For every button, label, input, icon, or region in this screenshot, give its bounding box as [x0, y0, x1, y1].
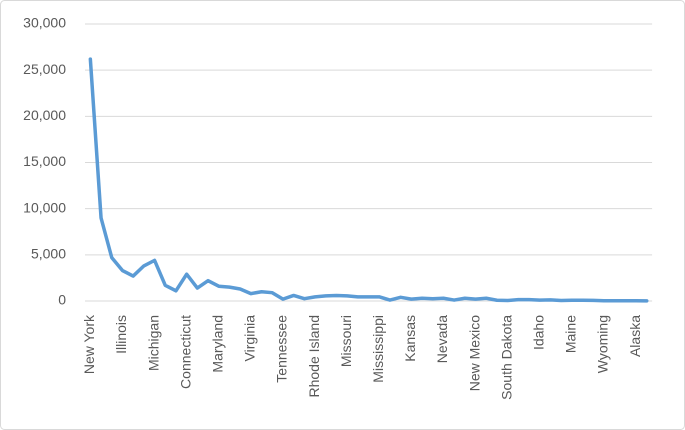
x-tick-label: Michigan	[145, 315, 161, 371]
x-tick-label: Nevada	[434, 315, 450, 363]
x-tick-label: Maryland	[209, 315, 225, 373]
x-tick-label: Illinois	[113, 315, 129, 354]
y-tick-label: 30,000	[23, 15, 66, 31]
y-tick-label: 15,000	[23, 153, 66, 169]
x-tick-label: New York	[81, 314, 97, 374]
data-line	[88, 57, 649, 303]
x-tick-label: Connecticut	[177, 315, 193, 389]
y-tick-label: 10,000	[23, 199, 66, 215]
x-tick-label: Kansas	[402, 315, 418, 362]
x-tick-label: New Mexico	[466, 315, 482, 391]
y-tick-label: 5,000	[31, 246, 66, 262]
x-tick-label: Tennessee	[274, 315, 290, 383]
x-tick-label: South Dakota	[498, 315, 514, 400]
x-tick-label: Idaho	[530, 315, 546, 350]
x-tick-label: Wyoming	[595, 315, 611, 373]
y-tick-label: 0	[58, 292, 66, 308]
x-tick-label: Alaska	[627, 315, 643, 357]
y-tick-label: 20,000	[23, 107, 66, 123]
x-tick-label: Missouri	[338, 315, 354, 367]
x-tick-label: Maine	[563, 315, 579, 353]
x-tick-label: Virginia	[242, 315, 258, 362]
y-tick-label: 25,000	[23, 61, 66, 77]
x-tick-label: Mississippi	[370, 315, 386, 383]
x-tick-label: Rhode Island	[306, 315, 322, 398]
